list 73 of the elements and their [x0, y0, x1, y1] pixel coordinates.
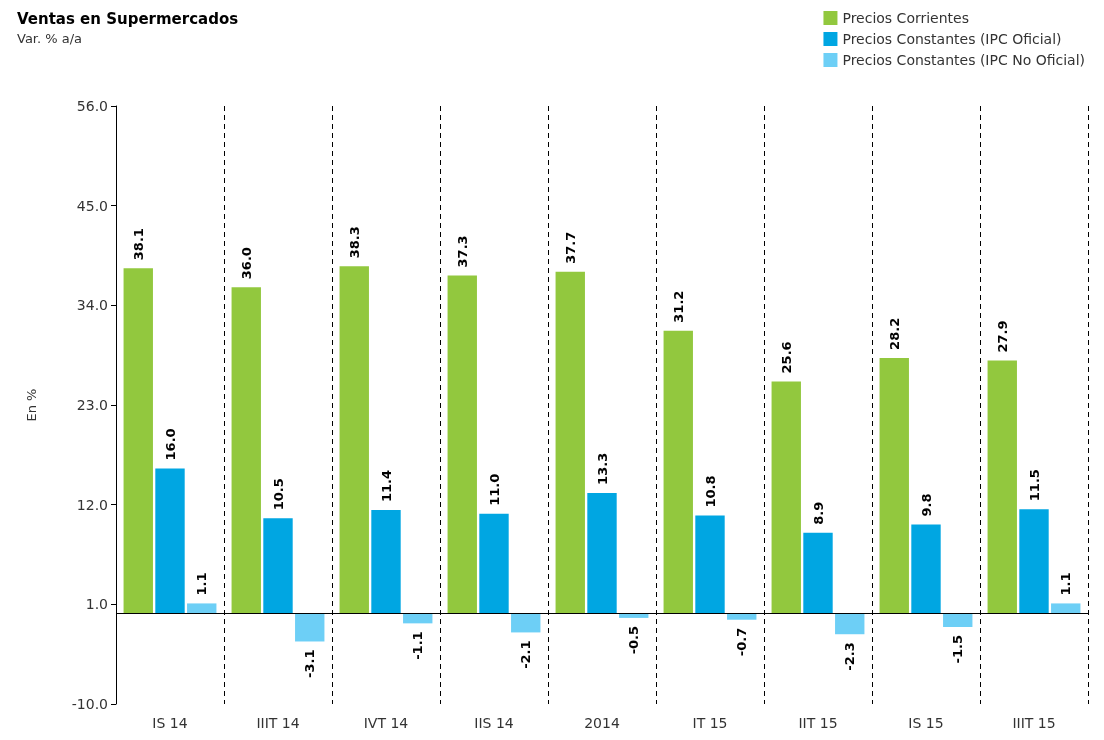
x-tick-label: IT 15 — [692, 715, 728, 731]
x-tick-label: IIT 15 — [798, 715, 838, 731]
y-axis-title: En % — [24, 388, 39, 422]
data-label: 11.0 — [486, 473, 502, 506]
data-label: -3.1 — [302, 649, 318, 678]
bar — [187, 603, 217, 614]
bar — [371, 510, 401, 614]
bar — [835, 613, 865, 635]
bar — [1051, 603, 1081, 614]
data-label: 9.8 — [918, 493, 934, 517]
data-label: 31.2 — [670, 290, 686, 323]
y-tick-label: -10.0 — [71, 696, 108, 712]
bar — [511, 613, 541, 633]
x-tick-label: IVT 14 — [363, 715, 409, 731]
legend-label: Precios Corrientes — [842, 10, 969, 26]
bar — [663, 330, 693, 614]
data-label: 37.7 — [562, 231, 578, 264]
bar — [1019, 509, 1049, 614]
y-tick-label: 23.0 — [76, 397, 108, 413]
bar — [911, 524, 941, 614]
bar — [771, 381, 801, 614]
bar — [587, 492, 617, 614]
bar — [943, 613, 973, 627]
chart-subtitle: Var. % a/a — [17, 31, 83, 46]
data-label: 36.0 — [238, 247, 254, 280]
data-label: 1.1 — [1058, 572, 1074, 596]
data-label: -2.3 — [842, 642, 858, 671]
chart-title: Ventas en Supermercados — [17, 9, 239, 28]
data-label: -1.5 — [950, 634, 966, 664]
data-label: -0.7 — [734, 627, 750, 657]
y-tick-label: 34.0 — [76, 297, 108, 314]
data-label: 11.5 — [1026, 469, 1042, 502]
bar — [695, 515, 725, 614]
bar — [155, 468, 185, 614]
bar — [123, 268, 153, 614]
legend-label: Precios Constantes (IPC No Oficial) — [842, 52, 1086, 68]
x-tick-label: IIIT 14 — [256, 715, 300, 731]
bar — [987, 360, 1017, 614]
bar — [339, 266, 369, 614]
bar — [295, 613, 325, 642]
bar — [555, 271, 585, 614]
y-tick-label: 56.0 — [76, 98, 108, 114]
bar — [879, 357, 909, 614]
bar — [263, 518, 293, 614]
bar — [479, 513, 509, 614]
data-label: 8.9 — [810, 501, 826, 525]
bar — [803, 532, 833, 614]
data-label: 27.9 — [994, 320, 1010, 353]
x-tick-label: IS 14 — [152, 715, 188, 731]
legend-label: Precios Constantes (IPC Oficial) — [842, 31, 1062, 47]
data-label: -2.1 — [518, 640, 534, 669]
data-label: 16.0 — [162, 428, 178, 461]
data-label: -1.1 — [410, 631, 426, 660]
data-label: 1.1 — [194, 572, 210, 596]
bar — [447, 275, 477, 614]
y-tick-label: 12.0 — [76, 496, 108, 513]
data-label: 38.1 — [130, 228, 146, 261]
data-label: 25.6 — [778, 341, 794, 374]
data-label: -0.5 — [626, 625, 642, 655]
data-label: 10.5 — [270, 478, 286, 511]
x-tick-label: IS 15 — [908, 715, 944, 731]
data-label: 38.3 — [346, 226, 362, 259]
x-tick-label: IIIT 15 — [1012, 715, 1056, 731]
x-tick-label: IIS 14 — [474, 715, 514, 731]
data-label: 11.4 — [378, 470, 394, 503]
y-tick-label: 1.0 — [85, 596, 108, 613]
data-label: 28.2 — [886, 317, 902, 350]
bar — [231, 287, 261, 614]
y-tick-label: 45.0 — [76, 197, 108, 214]
data-label: 10.8 — [702, 475, 718, 508]
x-tick-label: 2014 — [584, 715, 620, 731]
data-label: 37.3 — [454, 235, 470, 268]
data-label: 13.3 — [594, 452, 610, 485]
